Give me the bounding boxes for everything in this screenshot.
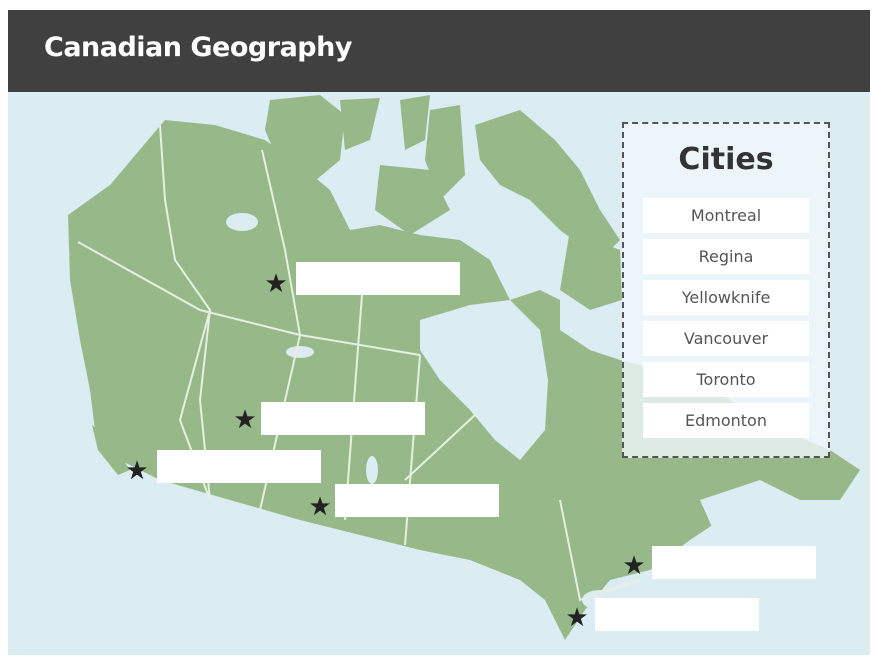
cities-panel: Cities Montreal Regina Yellowknife Vanco… [622,122,830,458]
star-icon: ★ [565,603,589,633]
answer-box-montreal[interactable] [652,546,816,579]
answer-box-edmonton[interactable] [261,402,425,435]
star-icon: ★ [264,269,288,299]
page-title: Canadian Geography [44,32,352,63]
cities-panel-title: Cities [678,142,774,177]
star-icon: ★ [233,405,257,435]
lake-winnipeg [366,456,378,484]
vancouver-island [92,425,130,475]
star-icon: ★ [308,492,332,522]
water-bodies [226,213,800,610]
star-icon: ★ [125,456,149,486]
header-bar: Canadian Geography [8,10,870,92]
answer-box-vancouver[interactable] [157,450,321,483]
city-card-regina[interactable]: Regina [643,239,809,274]
province-borders [77,124,641,602]
arctic-island [375,165,450,235]
city-card-montreal[interactable]: Montreal [643,198,809,233]
arctic-island [560,230,622,310]
arctic-island [475,110,620,260]
great-slave-lake [286,346,314,358]
arctic-island [340,98,380,150]
newfoundland [780,460,840,500]
hudson-bay [420,300,548,460]
city-card-vancouver[interactable]: Vancouver [643,321,809,356]
arctic-island [425,105,465,200]
city-card-edmonton[interactable]: Edmonton [643,403,809,438]
city-card-yellowknife[interactable]: Yellowknife [643,280,809,315]
canada-map-graphic [68,95,860,640]
answer-box-regina[interactable] [335,484,499,517]
great-bear-lake [226,213,258,231]
star-icon: ★ [622,551,646,581]
gulf-st-lawrence [700,480,800,545]
arctic-island [265,95,345,185]
city-card-toronto[interactable]: Toronto [643,362,809,397]
arctic-island [400,95,430,150]
answer-box-toronto[interactable] [595,598,759,631]
answer-box-yellowknife[interactable] [296,262,460,295]
